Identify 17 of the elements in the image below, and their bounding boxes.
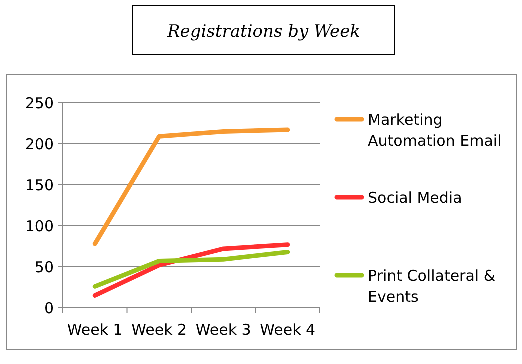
line-series bbox=[92, 128, 290, 246]
y-tick-label: 150 bbox=[25, 176, 54, 194]
x-tick-label: Week 3 bbox=[196, 321, 252, 339]
line-series bbox=[92, 242, 290, 298]
y-tick-label: 100 bbox=[25, 217, 54, 236]
legend-label: Social Media bbox=[368, 188, 462, 207]
y-tick-label: 200 bbox=[25, 135, 54, 154]
y-tick-label: 50 bbox=[34, 258, 54, 276]
x-tick-label: Week 2 bbox=[132, 321, 188, 339]
line-series bbox=[92, 250, 290, 289]
y-tick-label: 0 bbox=[44, 299, 54, 318]
chart-title: Registrations by Week bbox=[166, 22, 360, 42]
legend-label: Marketing Automation Email bbox=[368, 110, 502, 150]
legend-label: Print Collateral & Events bbox=[368, 266, 496, 306]
y-tick-label: 250 bbox=[25, 94, 54, 112]
x-tick-label: Week 1 bbox=[67, 321, 123, 339]
x-tick-label: Week 4 bbox=[260, 321, 316, 339]
